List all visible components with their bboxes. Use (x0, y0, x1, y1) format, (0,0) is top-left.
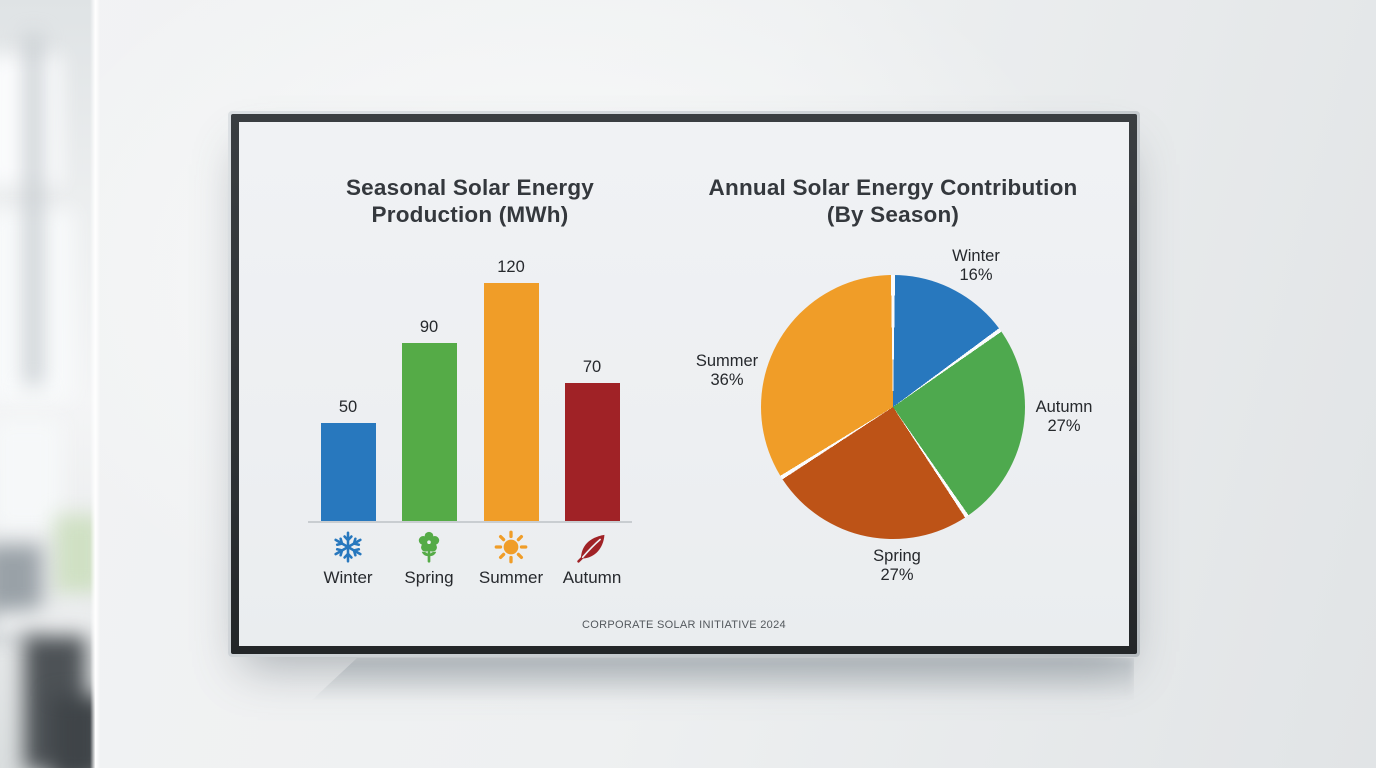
pie-label-autumn: Autumn 27% (1035, 398, 1093, 435)
season-label: Autumn (562, 568, 622, 587)
tv-bezel: Seasonal Solar Energy Production (MWh) 5… (231, 114, 1137, 654)
bar-group-autumn: 70 (547, 358, 637, 523)
bar-value-label: 50 (338, 398, 358, 416)
tv-cast-shadow (312, 658, 1134, 700)
bar-value-label: 120 (497, 258, 525, 276)
plant-blur (55, 515, 95, 593)
window-frame-blur (26, 35, 41, 385)
pie-label-winter: Winter 16% (952, 247, 1000, 284)
leaf-icon (577, 534, 605, 563)
category-winter: Winter (303, 529, 393, 588)
x-axis-baseline (308, 521, 632, 523)
bar-autumn (564, 383, 620, 523)
category-summer: Summer (466, 529, 556, 588)
sun-icon (494, 530, 528, 564)
bar-group-winter: 50 (303, 398, 393, 523)
wall-corner-edge (90, 0, 100, 768)
tv-display: Seasonal Solar Energy Production (MWh) 5… (228, 111, 1140, 657)
office-chair-blur (52, 696, 95, 768)
bar-chart-title: Seasonal Solar Energy Production (MWh) (345, 175, 595, 227)
bar-group-spring: 90 (384, 318, 474, 523)
window-pane-blur (0, 420, 62, 530)
bar-group-summer: 120 (466, 258, 556, 523)
bar-value-label: 70 (582, 358, 602, 376)
season-label: Winter (323, 568, 373, 587)
season-label: Spring (404, 568, 454, 587)
snowflake-icon (334, 531, 362, 563)
category-autumn: Autumn (547, 529, 637, 588)
bar-value-label: 90 (419, 318, 439, 336)
pie-label-spring: Spring 27% (873, 547, 921, 584)
footer-caption: CORPORATE SOLAR INITIATIVE 2024 (582, 619, 786, 631)
pie-chart-title: Annual Solar Energy Contribution (By Sea… (708, 175, 1078, 227)
background-office-blur (0, 0, 95, 768)
bar-spring (401, 343, 457, 523)
pie-label-summer: Summer 36% (695, 352, 759, 389)
bar-summer (483, 283, 539, 523)
category-spring: Spring (384, 529, 474, 588)
pie (761, 275, 1025, 539)
tv-screen: Seasonal Solar Energy Production (MWh) 5… (239, 122, 1129, 646)
bar-winter (320, 423, 376, 523)
flower-icon (418, 531, 440, 563)
season-label: Summer (478, 568, 544, 587)
